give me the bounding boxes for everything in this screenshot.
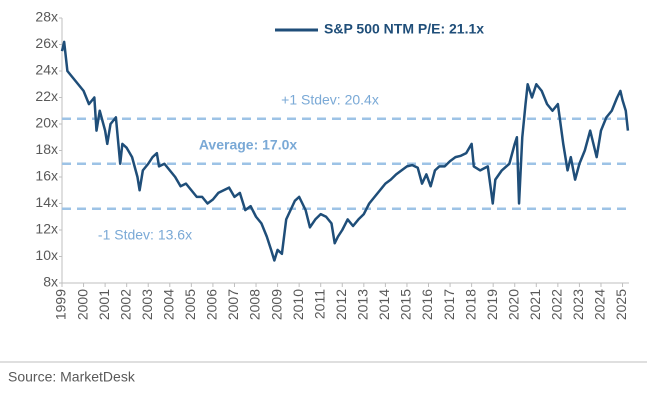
x-tick-label: 2002 (117, 289, 133, 320)
x-tick-label: 2003 (139, 289, 155, 320)
reference-label: Average: 17.0x (199, 137, 298, 153)
x-tick-label: 2013 (355, 289, 371, 320)
legend-label: S&P 500 NTM P/E: 21.1x (324, 21, 484, 37)
source: Source: MarketDesk (8, 369, 136, 385)
x-tick-label: 2006 (204, 289, 220, 320)
x-tick-label: 2023 (570, 289, 586, 320)
x-tick-label: 2015 (398, 289, 414, 320)
x-tick-label: 2024 (592, 289, 608, 320)
series-line (60, 40, 630, 262)
x-tick-label: 2025 (613, 289, 629, 320)
y-tick-label: 16x (35, 168, 58, 184)
y-tick-label: 26x (35, 35, 58, 51)
x-tick-label: 2005 (182, 289, 198, 320)
x-tick-label: 2007 (225, 289, 241, 320)
x-tick-label: 2019 (484, 289, 500, 320)
x-tick-label: 2000 (74, 289, 90, 320)
x-tick-label: 2008 (247, 289, 263, 320)
y-tick-label: 8x (43, 274, 58, 290)
x-tick-label: 2022 (549, 289, 565, 320)
x-tick-label: 2004 (160, 289, 176, 320)
x-tick-label: 2017 (441, 289, 457, 320)
y-tick-label: 12x (35, 221, 58, 237)
x-tick-label: 2020 (505, 289, 521, 320)
y-tick-label: 20x (35, 115, 58, 131)
x-tick-label: 1999 (53, 289, 69, 320)
x-tick-label: 2011 (311, 289, 327, 319)
y-tick-label: 14x (35, 194, 58, 210)
x-tick-label: 2016 (419, 289, 435, 320)
reference-label: +1 Stdev: 20.4x (281, 92, 379, 108)
y-tick-label: 22x (35, 88, 58, 104)
x-tick-label: 2009 (268, 289, 284, 320)
reference-label: -1 Stdev: 13.6x (98, 227, 192, 243)
x-tick-label: 2014 (376, 289, 392, 320)
y-tick-label: 10x (35, 247, 58, 263)
x-tick-label: 2018 (462, 289, 478, 320)
y-tick-label: 28x (35, 9, 58, 25)
x-tick-label: 2012 (333, 289, 349, 320)
y-tick-label: 24x (35, 62, 58, 78)
x-tick-label: 2001 (96, 289, 112, 320)
x-tick-label: 2021 (527, 289, 543, 320)
y-tick-label: 18x (35, 141, 58, 157)
x-tick-label: 2010 (290, 289, 306, 320)
